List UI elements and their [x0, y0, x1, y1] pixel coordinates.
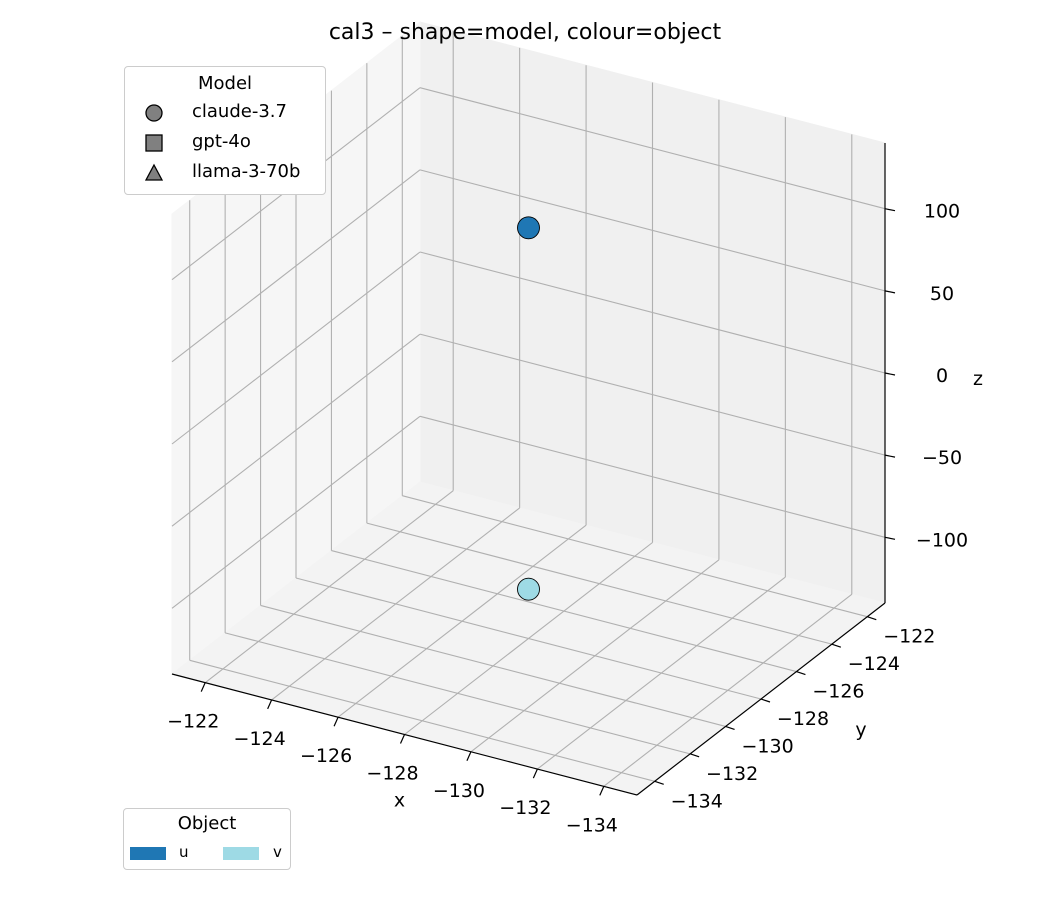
triangle-marker-icon [144, 163, 164, 181]
data-point [517, 216, 540, 240]
x-tick-label: −124 [234, 728, 286, 750]
x-tick [466, 751, 472, 762]
y-tick [796, 671, 806, 676]
x-tick [532, 768, 538, 779]
object-legend: Object u v [123, 808, 291, 870]
y-grid-line [260, 604, 726, 727]
z-grid-line [171, 333, 421, 527]
legend-item-llama: llama-3-70b [125, 159, 325, 189]
z-grid-line [419, 169, 886, 292]
y-tick [867, 616, 877, 621]
y-tick-label: −122 [883, 626, 935, 648]
y-tick [831, 643, 842, 648]
z-tick [884, 454, 896, 458]
y-tick [725, 725, 735, 730]
y-tick-label: −126 [812, 681, 864, 703]
y-tick [760, 698, 771, 703]
z-tick [884, 372, 896, 376]
z-tick-label: 100 [924, 201, 960, 223]
z-grid-line [171, 251, 421, 445]
z-grid-line [419, 87, 886, 210]
y-tick-label: −130 [741, 735, 793, 757]
x-tick-label: −134 [566, 814, 618, 836]
chart-title: cal3 – shape=model, colour=object [328, 20, 722, 45]
legend-label: llama-3-70b [192, 161, 301, 182]
z-tick [884, 290, 896, 294]
z-grid-line [171, 169, 421, 363]
z-grid-line [419, 251, 886, 374]
z-grid-line [419, 415, 886, 538]
x-tick-label: −132 [499, 797, 551, 819]
y-tick [689, 753, 700, 758]
x-tick [333, 716, 339, 727]
y-grid-line [189, 659, 655, 782]
data-point [517, 577, 540, 601]
legend-item-gpt: gpt-4o [125, 129, 325, 159]
z-tick-label: −50 [922, 447, 962, 469]
x-tick [200, 682, 206, 692]
z-tick [884, 208, 896, 212]
y-tick-label: −132 [706, 763, 758, 785]
object-swatch-v [223, 847, 259, 860]
y-tick [654, 780, 664, 785]
x-axis-label: x [394, 790, 405, 812]
circle-marker-icon [145, 104, 163, 122]
legend-label: claude-3.7 [192, 101, 287, 122]
y-grid-line [295, 577, 762, 700]
y-tick-label: −124 [848, 653, 900, 675]
z-grid-line [419, 333, 886, 456]
object-swatch-u [130, 847, 166, 860]
z-axis-label: z [973, 368, 983, 390]
x-tick-label: −122 [167, 711, 219, 733]
z-tick-label: −100 [916, 529, 968, 551]
legend-item-claude: claude-3.7 [125, 99, 325, 129]
y-grid-line [366, 522, 832, 645]
x-tick [267, 699, 273, 710]
object-label-u: u [179, 843, 189, 861]
y-grid-line [331, 550, 797, 673]
z-grid-line [171, 415, 421, 609]
legend-label: gpt-4o [192, 131, 251, 152]
x-tick-label: −130 [433, 780, 485, 802]
object-label-v: v [273, 843, 282, 861]
object-legend-title: Object [177, 813, 237, 834]
y-axis-label: y [855, 719, 866, 741]
y-grid-line [225, 632, 691, 755]
x-tick-label: −128 [366, 763, 418, 785]
z-tick [884, 536, 896, 540]
x-tick [399, 734, 406, 744]
z-tick-label: 0 [936, 365, 948, 387]
y-grid-line [402, 495, 868, 618]
model-legend: Model claude-3.7 gpt-4o llama-3-70b [124, 66, 326, 195]
y-tick-label: −134 [671, 790, 723, 812]
y-tick-label: −128 [777, 708, 829, 730]
x-tick [599, 786, 605, 796]
model-legend-title: Model [197, 73, 253, 94]
x-tick-label: −126 [300, 745, 352, 767]
z-tick-label: 50 [930, 283, 954, 305]
square-marker-icon [145, 134, 163, 152]
